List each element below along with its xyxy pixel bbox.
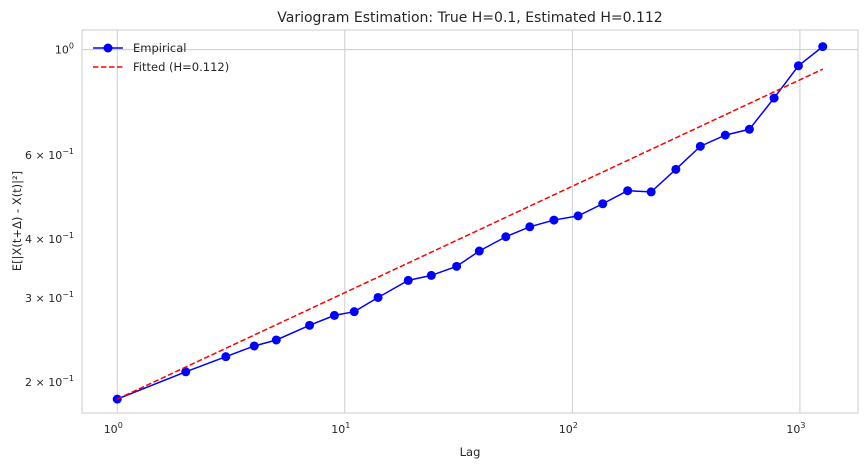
empirical-line	[116, 46, 824, 400]
grid	[82, 30, 858, 413]
empirical-point	[426, 270, 436, 280]
x-tick-label: 101	[331, 421, 350, 436]
y-tick-label: 3 × 10−1	[25, 290, 74, 305]
empirical-point	[349, 307, 359, 317]
x-tick-exp: 3	[800, 421, 805, 430]
empirical-point	[501, 232, 511, 242]
x-axis-label: Lag	[460, 445, 481, 459]
y-tick-base: 10	[55, 44, 69, 57]
y-tick-exp: 0	[69, 42, 74, 51]
x-tick-label: 103	[786, 421, 805, 436]
x-tick-base: 10	[559, 423, 573, 436]
empirical-point	[744, 124, 754, 134]
x-tick-base: 10	[786, 423, 800, 436]
x-tick-label: 100	[104, 421, 123, 436]
empirical-point	[598, 199, 608, 209]
y-tick-exp: −1	[62, 374, 74, 383]
y-axis-label: E[|X(t+Δ) - X(t)|²]	[10, 171, 24, 271]
empirical-point	[329, 310, 339, 320]
legend: Empirical Fitted (H=0.112)	[93, 41, 229, 74]
empirical-point	[573, 211, 583, 221]
empirical-point	[249, 341, 259, 351]
empirical-point	[373, 292, 383, 302]
plot-frame	[81, 29, 859, 414]
empirical-point	[474, 246, 484, 256]
empirical-point	[623, 186, 633, 196]
empirical-point	[403, 275, 413, 285]
empirical-point	[818, 42, 828, 52]
y-tick-base: 6 × 10	[25, 149, 62, 162]
empirical-point	[452, 261, 462, 271]
y-tick-exp: −1	[62, 231, 74, 240]
y-tick-base: 2 × 10	[25, 376, 62, 389]
y-tick-label: 100	[55, 42, 74, 57]
empirical-point	[549, 215, 559, 225]
legend-empirical-label: Empirical	[133, 41, 186, 55]
legend-empirical-marker	[103, 43, 113, 53]
x-tick-exp: 0	[118, 421, 123, 430]
fitted-line	[116, 68, 824, 400]
empirical-point	[720, 130, 730, 140]
empirical-point	[646, 187, 656, 197]
y-tick-label: 4 × 10−1	[25, 231, 74, 246]
empirical-point	[769, 93, 779, 103]
legend-fitted-label: Fitted (H=0.112)	[133, 60, 229, 74]
empirical-point	[525, 222, 535, 232]
empirical-point	[671, 164, 681, 174]
empirical-point	[793, 61, 803, 71]
y-tick-exp: −1	[62, 147, 74, 156]
empirical-point	[221, 352, 231, 362]
y-tick-label: 6 × 10−1	[25, 147, 74, 162]
x-tick-exp: 2	[573, 421, 578, 430]
y-tick-base: 4 × 10	[25, 233, 62, 246]
y-tick-exp: −1	[62, 290, 74, 299]
x-tick-exp: 1	[345, 421, 350, 430]
y-tick-base: 3 × 10	[25, 292, 62, 305]
x-tick-base: 10	[331, 423, 345, 436]
chart-title: Variogram Estimation: True H=0.1, Estima…	[277, 10, 662, 26]
x-tick-label: 102	[559, 421, 578, 436]
series	[112, 42, 828, 404]
x-tick-base: 10	[104, 423, 118, 436]
empirical-point	[181, 367, 191, 377]
y-tick-label: 2 × 10−1	[25, 374, 74, 389]
empirical-point	[305, 320, 315, 330]
empirical-point	[271, 335, 281, 345]
empirical-point	[695, 141, 705, 151]
